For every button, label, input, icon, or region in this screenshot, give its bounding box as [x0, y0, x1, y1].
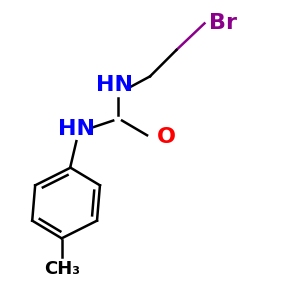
Text: CH₃: CH₃	[44, 260, 80, 278]
Text: HN: HN	[58, 119, 95, 140]
Text: HN: HN	[96, 75, 133, 95]
Text: O: O	[158, 127, 176, 147]
Text: Br: Br	[209, 14, 237, 33]
